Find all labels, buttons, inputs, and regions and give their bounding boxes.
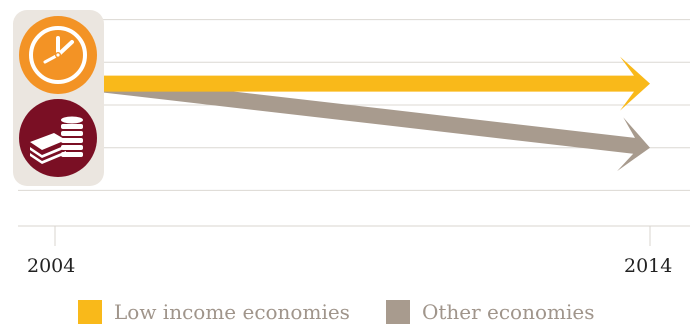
x-tick-label-2014: 2014	[624, 255, 673, 277]
legend: Low income economies Other economies	[78, 298, 630, 326]
legend-label-other: Other economies	[421, 300, 595, 324]
clock-icon	[19, 16, 97, 94]
legend-swatch-low-income	[78, 300, 102, 324]
gridlines	[18, 19, 690, 191]
series-layer	[95, 56, 651, 172]
legend-label-low-income: Low income economies	[114, 300, 350, 324]
x-axis	[18, 225, 690, 246]
x-tick-label-2004: 2004	[27, 255, 76, 277]
legend-swatch-other	[385, 300, 410, 324]
series-arrow-low-income	[96, 56, 650, 111]
series-arrow-other	[95, 75, 651, 172]
icon-panel	[13, 10, 104, 186]
legend-item-low-income: Low income economies	[78, 300, 350, 324]
money-icon	[19, 99, 97, 177]
legend-item-other: Other economies	[385, 300, 595, 324]
